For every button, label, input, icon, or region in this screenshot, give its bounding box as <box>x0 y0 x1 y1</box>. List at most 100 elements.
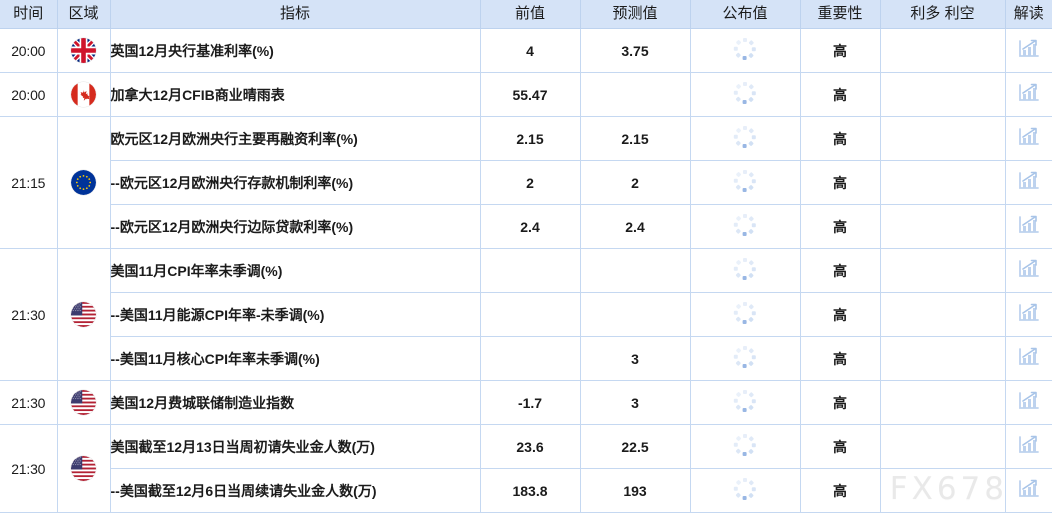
reading-chart-cell[interactable] <box>1005 468 1052 513</box>
column-header-region[interactable]: 区域 <box>57 0 111 29</box>
reading-chart-cell[interactable] <box>1005 72 1052 117</box>
event-time: 21:30 <box>0 248 58 381</box>
ca-flag-icon <box>71 82 96 107</box>
reading-chart-cell[interactable] <box>1005 28 1052 73</box>
reading-chart-cell[interactable] <box>1005 248 1052 293</box>
actual-value <box>690 248 801 293</box>
table-row[interactable]: --欧元区12月欧洲央行边际贷款利率(%) 2.4 2.4 高 <box>0 204 1052 249</box>
indicator-name[interactable]: --美国截至12月6日当周续请失业金人数(万) <box>110 468 481 513</box>
indicator-name[interactable]: --欧元区12月欧洲央行存款机制利率(%) <box>110 160 481 205</box>
indicator-name[interactable]: --美国11月核心CPI年率未季调(%) <box>110 336 481 381</box>
indicator-name[interactable]: --欧元区12月欧洲央行边际贷款利率(%) <box>110 204 481 249</box>
eu-flag-icon <box>71 170 96 195</box>
loading-spinner-icon <box>733 38 756 60</box>
event-time: 21:15 <box>0 116 58 249</box>
chart-icon[interactable] <box>1017 170 1041 192</box>
indicator-name[interactable]: 加拿大12月CFIB商业晴雨表 <box>110 72 481 117</box>
importance-level: 高 <box>800 116 881 161</box>
column-header-effect[interactable]: 利多 利空 <box>880 0 1006 29</box>
loading-spinner-icon <box>733 346 756 368</box>
importance-level: 高 <box>800 380 881 425</box>
chart-icon[interactable] <box>1017 214 1041 236</box>
chart-icon[interactable] <box>1017 390 1041 412</box>
column-header-reading[interactable]: 解读 <box>1005 0 1052 29</box>
chart-icon[interactable] <box>1017 302 1041 324</box>
table-row[interactable]: 20:00 英国12月央行基准利率(%) 4 3.75 高 <box>0 28 1052 73</box>
effect-indicator <box>880 424 1006 469</box>
indicator-name[interactable]: 英国12月央行基准利率(%) <box>110 28 481 73</box>
effect-indicator <box>880 336 1006 381</box>
effect-indicator <box>880 468 1006 513</box>
column-header-previous[interactable]: 前值 <box>480 0 581 29</box>
loading-spinner-icon <box>733 126 756 148</box>
column-header-actual[interactable]: 公布值 <box>690 0 801 29</box>
us-flag-icon <box>71 390 96 415</box>
table-row[interactable]: 21:30 美国12月费城联储制造业指数 -1.7 3 高 <box>0 380 1052 425</box>
table-row[interactable]: --美国11月核心CPI年率未季调(%) 3 高 <box>0 336 1052 381</box>
table-row[interactable]: 21:30 美国截至12月13日当周初请失业金人数(万) 23.6 22.5 高 <box>0 424 1052 513</box>
effect-indicator <box>880 72 1006 117</box>
importance-level: 高 <box>800 292 881 337</box>
previous-value: 2.4 <box>480 204 581 249</box>
actual-value <box>690 336 801 381</box>
importance-level: 高 <box>800 28 881 73</box>
forecast-value: 193 <box>580 468 691 513</box>
effect-indicator <box>880 116 1006 161</box>
indicator-name[interactable]: 美国12月费城联储制造业指数 <box>110 380 481 425</box>
column-header-time[interactable]: 时间 <box>0 0 58 29</box>
forecast-value: 3.75 <box>580 28 691 73</box>
table-row[interactable]: --美国截至12月6日当周续请失业金人数(万) 183.8 193 高 <box>0 468 1052 513</box>
loading-spinner-icon <box>733 302 756 324</box>
column-header-importance[interactable]: 重要性 <box>800 0 881 29</box>
forecast-value <box>580 72 691 117</box>
reading-chart-cell[interactable] <box>1005 336 1052 381</box>
previous-value: 2 <box>480 160 581 205</box>
forecast-value: 3 <box>580 380 691 425</box>
reading-chart-cell[interactable] <box>1005 292 1052 337</box>
importance-level: 高 <box>800 72 881 117</box>
effect-indicator <box>880 160 1006 205</box>
column-header-forecast[interactable]: 预测值 <box>580 0 691 29</box>
table-row[interactable]: 20:00 加拿大12月CFIB商业晴雨表 55.47 高 <box>0 72 1052 117</box>
chart-icon[interactable] <box>1017 258 1041 280</box>
reading-chart-cell[interactable] <box>1005 116 1052 161</box>
table-row[interactable]: --欧元区12月欧洲央行存款机制利率(%) 2 2 高 <box>0 160 1052 205</box>
indicator-name[interactable]: 美国11月CPI年率未季调(%) <box>110 248 481 293</box>
previous-value <box>480 336 581 381</box>
chart-icon[interactable] <box>1017 126 1041 148</box>
table-row[interactable]: 21:15 欧元区12月欧洲央行主要再融资利率(%) 2.15 2.15 高 <box>0 116 1052 249</box>
indicator-name[interactable]: 欧元区12月欧洲央行主要再融资利率(%) <box>110 116 481 161</box>
importance-level: 高 <box>800 468 881 513</box>
table-row[interactable]: --美国11月能源CPI年率-未季调(%) 高 <box>0 292 1052 337</box>
forecast-value: 2 <box>580 160 691 205</box>
effect-indicator <box>880 28 1006 73</box>
chart-icon[interactable] <box>1017 478 1041 500</box>
indicator-name[interactable]: --美国11月能源CPI年率-未季调(%) <box>110 292 481 337</box>
chart-icon[interactable] <box>1017 434 1041 456</box>
column-header-indicator[interactable]: 指标 <box>110 0 481 29</box>
chart-icon[interactable] <box>1017 346 1041 368</box>
chart-icon[interactable] <box>1017 38 1041 60</box>
indicator-name[interactable]: 美国截至12月13日当周初请失业金人数(万) <box>110 424 481 469</box>
actual-value <box>690 28 801 73</box>
event-time: 21:30 <box>0 424 58 513</box>
table-row[interactable]: 21:30 美国11月CPI年率未季调(%) 高 <box>0 248 1052 381</box>
previous-value <box>480 292 581 337</box>
importance-level: 高 <box>800 248 881 293</box>
forecast-value: 3 <box>580 336 691 381</box>
actual-value <box>690 72 801 117</box>
reading-chart-cell[interactable] <box>1005 204 1052 249</box>
chart-icon[interactable] <box>1017 82 1041 104</box>
previous-value: 2.15 <box>480 116 581 161</box>
reading-chart-cell[interactable] <box>1005 380 1052 425</box>
actual-value <box>690 116 801 161</box>
actual-value <box>690 160 801 205</box>
importance-level: 高 <box>800 204 881 249</box>
forecast-value: 22.5 <box>580 424 691 469</box>
reading-chart-cell[interactable] <box>1005 424 1052 469</box>
actual-value <box>690 380 801 425</box>
forecast-value <box>580 292 691 337</box>
reading-chart-cell[interactable] <box>1005 160 1052 205</box>
uk-flag-icon <box>71 38 96 63</box>
loading-spinner-icon <box>733 434 756 456</box>
